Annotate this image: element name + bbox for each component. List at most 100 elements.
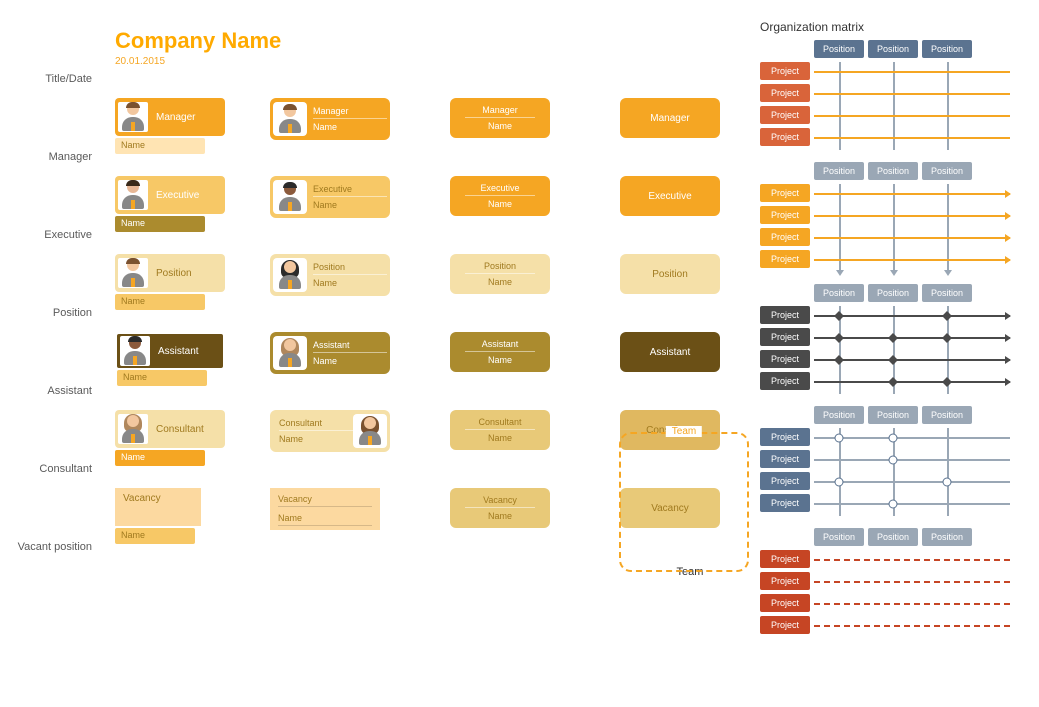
matrix-row: Project bbox=[760, 327, 1010, 347]
role-label: Position bbox=[148, 268, 222, 279]
matrix-row: Project bbox=[760, 349, 1010, 369]
matrix-col-label: Position bbox=[868, 284, 918, 302]
avatar-icon bbox=[118, 180, 148, 210]
role-label: Position bbox=[465, 261, 535, 274]
role-card-d: Executive bbox=[620, 176, 720, 216]
matrix-row-label: Project bbox=[760, 450, 810, 468]
matrix-row: Project bbox=[760, 61, 1010, 81]
label-vacant: Vacant position bbox=[10, 508, 100, 586]
matrix-col-label: Position bbox=[814, 406, 864, 424]
role-card-d: Position bbox=[620, 254, 720, 294]
matrix-col-label: Position bbox=[922, 40, 972, 58]
role-label: Assistant bbox=[465, 339, 535, 352]
matrix-row-label: Project bbox=[760, 550, 810, 568]
matrix-node bbox=[889, 456, 898, 465]
org-row: Position Name PositionName Position Name… bbox=[100, 254, 750, 332]
vacancy-name-sub: Name bbox=[115, 528, 195, 544]
matrix-row-label: Project bbox=[760, 84, 810, 102]
name-label: Name bbox=[488, 277, 512, 287]
avatar-icon bbox=[273, 258, 307, 292]
matrix-col-label: Position bbox=[814, 40, 864, 58]
matrix-col-label: Position bbox=[922, 162, 972, 180]
role-card-d: Manager bbox=[620, 98, 720, 138]
name-sub: Name bbox=[115, 216, 205, 232]
matrix-col-label: Position bbox=[922, 528, 972, 546]
avatar-icon bbox=[353, 414, 387, 448]
matrix-col-label: Position bbox=[814, 528, 864, 546]
label-executive: Executive bbox=[10, 196, 100, 274]
role-card-a: Consultant Name bbox=[115, 410, 225, 448]
role-label: Manager bbox=[313, 106, 387, 119]
name-label: Name bbox=[313, 200, 387, 210]
vacancy-b-role: Vacancy bbox=[278, 494, 372, 507]
role-label: Manager bbox=[465, 105, 535, 118]
role-card-b: ManagerName bbox=[270, 98, 390, 140]
title-block: Company Name 20.01.2015 bbox=[100, 20, 750, 98]
label-assistant: Assistant bbox=[10, 352, 100, 430]
matrix-row-label: Project bbox=[760, 494, 810, 512]
matrix-row: Project bbox=[760, 471, 1010, 491]
org-row: Assistant Name AssistantName Assistant N… bbox=[100, 332, 750, 410]
avatar-icon bbox=[118, 414, 148, 444]
name-sub: Name bbox=[117, 370, 207, 386]
matrix-header: PositionPositionPosition bbox=[814, 40, 1010, 58]
avatar-icon bbox=[273, 180, 307, 214]
matrix-row: Project bbox=[760, 305, 1010, 325]
matrix-row: Project bbox=[760, 205, 1010, 225]
role-label: Position bbox=[313, 262, 387, 275]
role-label: Consultant bbox=[465, 417, 535, 430]
date: 20.01.2015 bbox=[115, 56, 750, 67]
matrix-title: Organization matrix bbox=[760, 20, 1010, 34]
matrix-row: Project bbox=[760, 371, 1010, 391]
org-row: Manager Name ManagerName Manager Name Ma… bbox=[100, 98, 750, 176]
matrix-row: Project bbox=[760, 427, 1010, 447]
org-matrix: PositionPositionPositionProjectProjectPr… bbox=[760, 284, 1010, 394]
matrix-row: Project bbox=[760, 249, 1010, 269]
matrix-header: PositionPositionPosition bbox=[814, 528, 1010, 546]
matrix-header: PositionPositionPosition bbox=[814, 284, 1010, 302]
role-label: Manager bbox=[650, 113, 689, 124]
role-label: Consultant bbox=[279, 418, 353, 431]
matrix-row: Project bbox=[760, 615, 1010, 635]
role-card-b: ConsultantName bbox=[270, 410, 390, 452]
role-card-a: Executive Name bbox=[115, 176, 225, 214]
matrix-node bbox=[835, 434, 844, 443]
matrix-row-label: Project bbox=[760, 428, 810, 446]
org-row: Executive Name Executive Name Executive N… bbox=[100, 176, 750, 254]
role-card-d: Assistant bbox=[620, 332, 720, 372]
role-label: Assistant bbox=[650, 347, 691, 358]
matrix-row-label: Project bbox=[760, 572, 810, 590]
vacancy-card-b: Vacancy Name bbox=[270, 488, 380, 530]
company-name: Company Name bbox=[115, 28, 750, 54]
role-label: Executive bbox=[313, 184, 387, 197]
role-card-b: Executive Name bbox=[270, 176, 390, 218]
matrix-col-label: Position bbox=[868, 528, 918, 546]
matrix-row-label: Project bbox=[760, 594, 810, 612]
matrix-col-label: Position bbox=[922, 406, 972, 424]
label-position: Position bbox=[10, 274, 100, 352]
page: Title/Date Manager Executive Position As… bbox=[0, 0, 1039, 670]
avatar-icon bbox=[273, 102, 307, 136]
matrix-col-label: Position bbox=[868, 406, 918, 424]
team-box: Team bbox=[619, 432, 749, 572]
matrix-row: Project bbox=[760, 549, 1010, 569]
org-matrix: PositionPositionPositionProjectProjectPr… bbox=[760, 162, 1010, 272]
role-label: Consultant bbox=[148, 424, 222, 435]
role-label: Position bbox=[652, 269, 688, 280]
vacancy-card-a: Vacancy Name bbox=[115, 488, 201, 526]
vacancy-card-c: Vacancy Name bbox=[450, 488, 550, 528]
vacancy-role: Vacancy bbox=[123, 493, 161, 504]
vacancy-c-role: Vacancy bbox=[465, 495, 535, 508]
role-label: Assistant bbox=[150, 346, 220, 357]
org-matrix: PositionPositionPositionProjectProjectPr… bbox=[760, 406, 1010, 516]
name-label: Name bbox=[488, 121, 512, 131]
org-matrix: PositionPositionPositionProjectProjectPr… bbox=[760, 40, 1010, 150]
matrix-row-label: Project bbox=[760, 106, 810, 124]
matrix-row-label: Project bbox=[760, 472, 810, 490]
role-label: Assistant bbox=[313, 340, 387, 353]
label-consultant: Consultant bbox=[10, 430, 100, 508]
matrix-row: Project bbox=[760, 571, 1010, 591]
vacancy-b-name: Name bbox=[278, 513, 372, 526]
matrix-col-label: Position bbox=[814, 284, 864, 302]
matrix-row: Project bbox=[760, 83, 1010, 103]
